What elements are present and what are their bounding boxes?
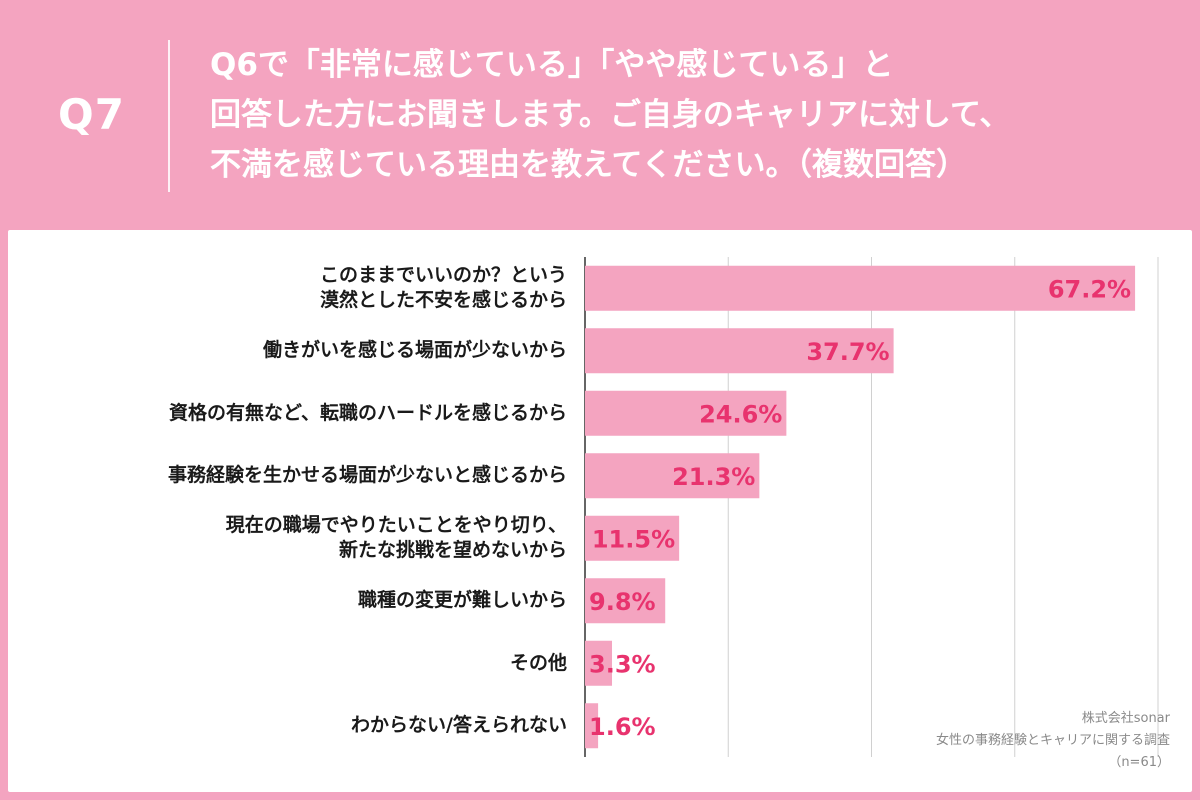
sonar-logo: so nar bbox=[18, 720, 88, 780]
category-label-line: その他 bbox=[509, 651, 567, 674]
source-survey: 女性の事務経験とキャリアに関する調査 bbox=[935, 733, 1170, 748]
source-note: 株式会社sonar 女性の事務経験とキャリアに関する調査 （n=61） bbox=[936, 708, 1170, 774]
bar bbox=[585, 390, 787, 436]
category-label-line: このままでいいのか？という bbox=[319, 264, 567, 287]
category-label: 職種の変更が難しいから bbox=[358, 588, 567, 613]
bar-value-label: 37.7% bbox=[806, 338, 889, 366]
category-label-line: 現在の職場でやりたいことをやり切り、 bbox=[225, 514, 567, 537]
bar-value-label: 67.2% bbox=[1048, 275, 1131, 303]
question-line: 不満を感じている理由を教えてください。（複数回答） bbox=[210, 147, 968, 183]
bar bbox=[585, 640, 613, 686]
question-text: Q6で「非常に感じている」「やや感じている」と 回答した方にお聞きします。ご自身… bbox=[210, 40, 1180, 190]
sound-waves-icon bbox=[66, 722, 82, 746]
category-label-line: 働きがいを感じる場面が少ないから bbox=[262, 339, 567, 362]
bar-value-label: 11.5% bbox=[592, 525, 675, 553]
bar bbox=[585, 578, 666, 624]
category-label-line: 資格の有無など、転職のハードルを感じるから bbox=[168, 401, 567, 424]
bar bbox=[585, 453, 760, 499]
header-divider bbox=[168, 40, 170, 192]
bar-value-label: 3.3% bbox=[589, 650, 656, 678]
category-label-line: 職種の変更が難しいから bbox=[357, 589, 567, 612]
bar-value-label: 24.6% bbox=[699, 400, 782, 428]
question-line: Q6で「非常に感じている」「やや感じている」と bbox=[210, 47, 894, 83]
chart-panel: 67.2% 37.7% 24.6% 21.3% 11.5% 9.8% 3.3% 1.6% この… bbox=[8, 230, 1192, 792]
bar bbox=[585, 703, 599, 749]
category-label: わからない/答えられない bbox=[351, 713, 567, 738]
category-label-line: わからない/答えられない bbox=[351, 714, 567, 737]
category-label: 事務経験を生かせる場面が少ないと感じるから bbox=[168, 463, 567, 488]
category-label: このままでいいのか？という 漠然とした不安を感じるから bbox=[320, 263, 567, 313]
category-label-line: 漠然とした不安を感じるから bbox=[319, 289, 567, 312]
logo-text-bottom: nar bbox=[20, 746, 64, 776]
category-label: その他 bbox=[510, 651, 567, 676]
question-number: Q7 bbox=[58, 90, 125, 139]
logo-text-top: so bbox=[20, 718, 50, 748]
bar-value-label: 21.3% bbox=[672, 463, 755, 491]
category-label: 働きがいを感じる場面が少ないから bbox=[263, 338, 567, 363]
source-company: 株式会社sonar bbox=[1081, 711, 1170, 726]
category-label-line: 新たな挑戦を望めないから bbox=[338, 539, 567, 562]
bar bbox=[585, 265, 1136, 311]
category-label: 現在の職場でやりたいことをやり切り、 新たな挑戦を望めないから bbox=[226, 513, 567, 563]
bar-value-label: 9.8% bbox=[589, 588, 656, 616]
bar bbox=[585, 328, 894, 374]
bar bbox=[585, 515, 680, 561]
source-sample-size: （n=61） bbox=[1108, 755, 1170, 770]
category-label-line: 事務経験を生かせる場面が少ないと感じるから bbox=[167, 464, 567, 487]
bar-chart: 67.2% 37.7% 24.6% 21.3% 11.5% 9.8% 3.3% 1.6% bbox=[584, 257, 1159, 757]
bar-value-label: 1.6% bbox=[589, 713, 656, 741]
question-line: 回答した方にお聞きします。ご自身のキャリアに対して、 bbox=[210, 97, 1011, 133]
category-label: 資格の有無など、転職のハードルを感じるから bbox=[169, 401, 567, 426]
